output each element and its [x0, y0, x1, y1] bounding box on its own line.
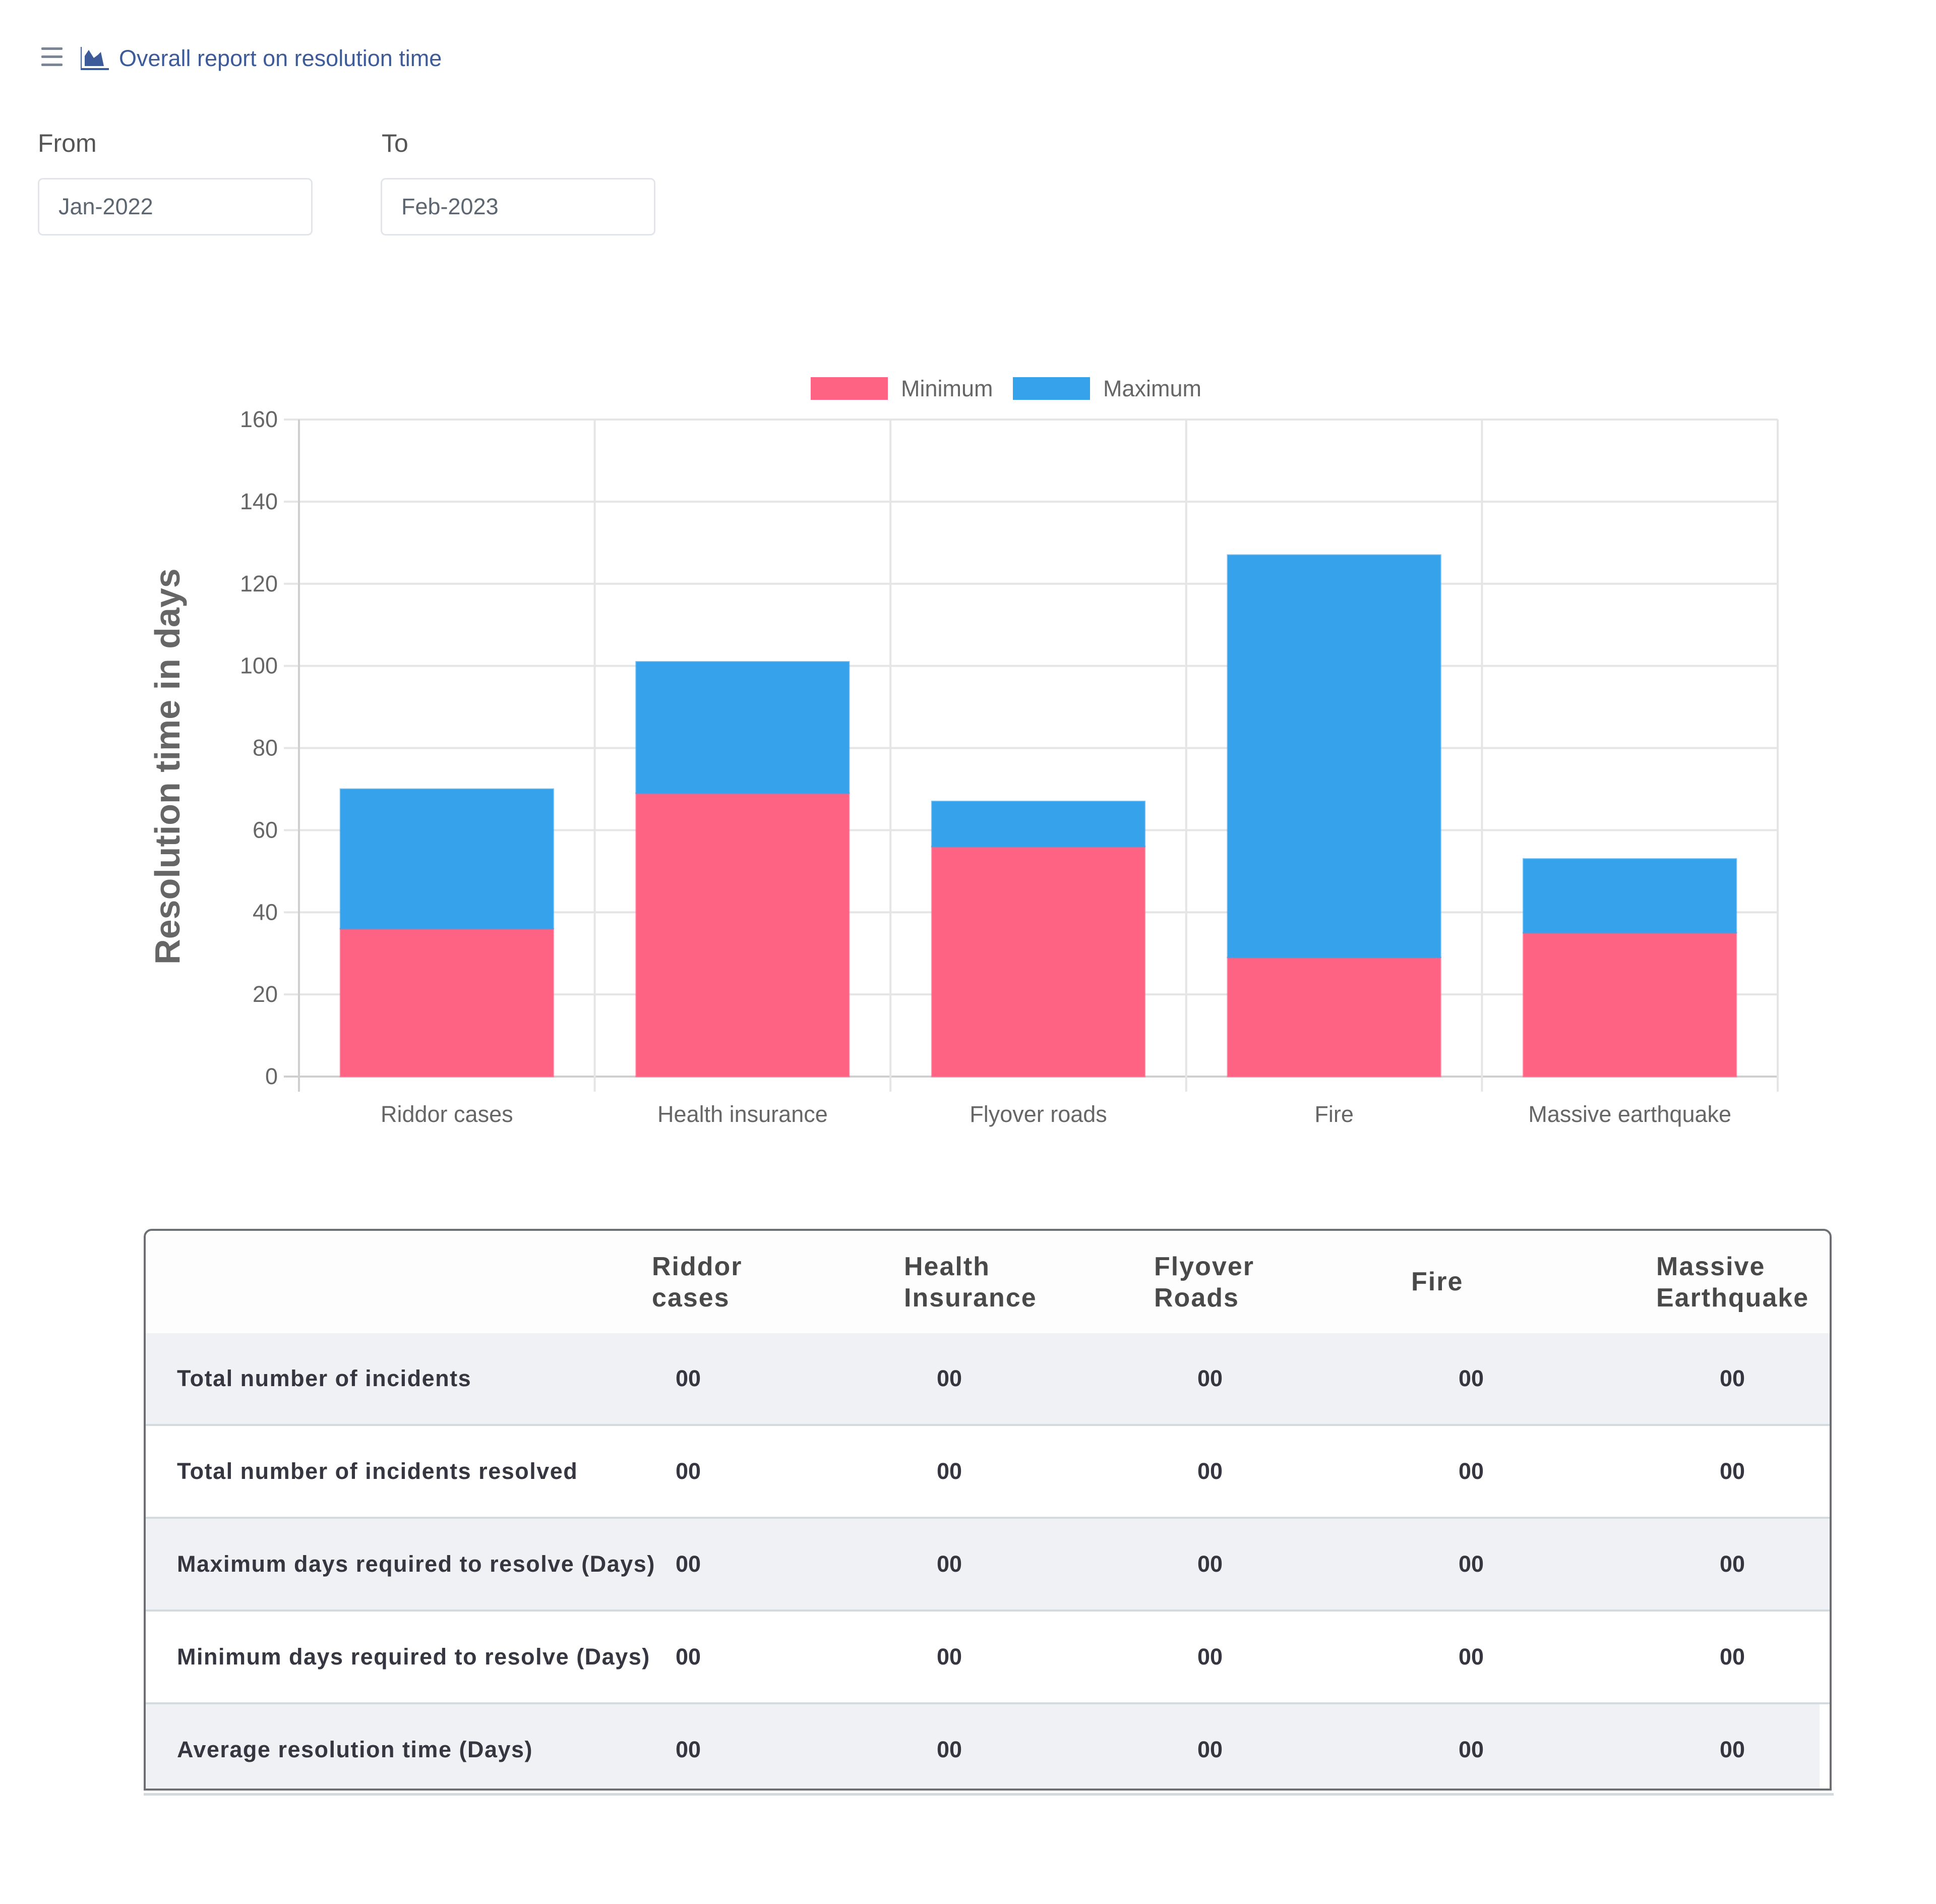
bar-maximum [339, 788, 554, 930]
table-row: Average resolution time (Days) 00 00 00 00 00 [146, 1704, 1820, 1789]
table-cell: 00 [675, 1737, 701, 1762]
table-cell: 00 [1719, 1737, 1745, 1762]
column-header-line: Insurance [904, 1283, 1037, 1313]
legend-label-maximum: Maximum [1103, 376, 1201, 401]
x-tick-label: Riddor cases [381, 1101, 513, 1127]
resolution-time-chart: Minimum Maximum 0 20 40 60 80 100 120 140 160 Rid… [148, 376, 1779, 1127]
column-header: Riddor cases [652, 1251, 743, 1314]
table-header: Riddor cases Health Insurance Flyover Roads Fi… [146, 1231, 1830, 1333]
y-axis-label: Resolution time in days [148, 568, 187, 965]
column-header-line: cases [652, 1283, 730, 1313]
bar-maximum [635, 661, 850, 794]
bar-maximum [1523, 858, 1737, 934]
table-row: Total number of incidents 00 00 00 00 00 [146, 1333, 1830, 1426]
page-title: Overall report on resolution time [119, 45, 442, 71]
table-cell: 00 [1197, 1737, 1223, 1762]
table-row: Minimum days required to resolve (Days) 0… [146, 1612, 1830, 1704]
y-axis-ticks: 0 20 40 60 80 100 120 140 160 [240, 406, 278, 1089]
table-cell: 00 [1719, 1365, 1745, 1391]
x-tick-label: Health insurance [657, 1101, 828, 1127]
area-chart-icon [81, 47, 109, 70]
y-tick-label: 100 [240, 653, 278, 679]
column-header: Health Insurance [904, 1251, 1037, 1314]
table-cell: 00 [675, 1551, 701, 1577]
table-row: Total number of incidents resolved 00 00 00… [146, 1426, 1830, 1519]
table-cell: 00 [936, 1365, 962, 1391]
row-label: Total number of incidents resolved [177, 1458, 578, 1484]
chart-legend: Minimum Maximum [811, 376, 1201, 401]
bar-minimum [1227, 957, 1441, 1078]
y-tick-label: 120 [240, 571, 278, 597]
row-label: Total number of incidents [177, 1365, 472, 1391]
y-tick-label: 60 [253, 817, 278, 843]
table-cell: 00 [1458, 1458, 1484, 1484]
row-label: Average resolution time (Days) [177, 1737, 533, 1762]
table-cell: 00 [936, 1458, 962, 1484]
summary-table: Riddor cases Health Insurance Flyover Roads Fi… [144, 1229, 1832, 1791]
column-header: Massive Earthquake [1656, 1251, 1809, 1314]
legend-swatch-minimum [811, 377, 888, 400]
table-cell: 00 [1458, 1551, 1484, 1577]
table-cell: 00 [1719, 1644, 1745, 1670]
bar-minimum [635, 792, 850, 1078]
bar-minimum [931, 846, 1146, 1078]
hamburger-menu-icon[interactable] [40, 45, 65, 70]
row-label: Maximum days required to resolve (Days) [177, 1551, 655, 1577]
table-row: Maximum days required to resolve (Days) 0… [146, 1519, 1830, 1612]
table-cell: 00 [1197, 1365, 1223, 1391]
table-cell: 00 [675, 1365, 701, 1391]
y-tick-label: 80 [253, 735, 278, 761]
x-tick-label: Massive earthquake [1528, 1101, 1731, 1127]
y-tick-label: 140 [240, 489, 278, 514]
bar-maximum [1227, 554, 1441, 959]
bar-minimum [1523, 932, 1737, 1078]
table-cell: 00 [1719, 1458, 1745, 1484]
table-cell: 00 [1458, 1644, 1484, 1670]
table-cell: 00 [1458, 1737, 1484, 1762]
column-header-line: Fire [1411, 1267, 1464, 1296]
legend-swatch-maximum [1013, 377, 1090, 400]
table-cell: 00 [675, 1458, 701, 1484]
chart-bars [339, 554, 1737, 1078]
bar-maximum [931, 800, 1146, 848]
x-axis-ticks: Riddor cases Health insurance Flyover road… [381, 1101, 1731, 1127]
table-bottom-divider [144, 1793, 1834, 1796]
column-header-line: Flyover [1154, 1252, 1254, 1281]
column-header-line: Roads [1154, 1283, 1239, 1313]
page-title-link[interactable]: Overall report on resolution time [81, 43, 442, 74]
x-tick-label: Fire [1314, 1101, 1354, 1127]
y-tick-label: 40 [253, 899, 278, 925]
table-cell: 00 [1719, 1551, 1745, 1577]
column-header-line: Health [904, 1252, 990, 1281]
table-cell: 00 [1197, 1644, 1223, 1670]
x-tick-label: Flyover roads [970, 1101, 1107, 1127]
column-header: Fire [1411, 1266, 1463, 1297]
row-label: Minimum days required to resolve (Days) [177, 1644, 650, 1670]
table-cell: 00 [1197, 1458, 1223, 1484]
table-cell: 00 [936, 1644, 962, 1670]
column-header-line: Riddor [652, 1252, 743, 1281]
table-cell: 00 [936, 1737, 962, 1762]
column-header: Flyover Roads [1154, 1251, 1254, 1314]
from-date-input[interactable] [38, 178, 313, 235]
table-cell: 00 [675, 1644, 701, 1670]
column-header-line: Massive [1656, 1252, 1766, 1281]
column-header-line: Earthquake [1656, 1283, 1809, 1313]
table-cell: 00 [936, 1551, 962, 1577]
legend-label-minimum: Minimum [901, 376, 993, 401]
y-tick-label: 160 [240, 406, 278, 432]
y-tick-label: 20 [253, 981, 278, 1007]
to-date-input[interactable] [381, 178, 655, 235]
table-cell: 00 [1197, 1551, 1223, 1577]
from-label: From [38, 129, 97, 157]
to-label: To [382, 129, 408, 157]
y-tick-label: 0 [265, 1063, 278, 1089]
bar-minimum [339, 928, 554, 1078]
table-cell: 00 [1458, 1365, 1484, 1391]
